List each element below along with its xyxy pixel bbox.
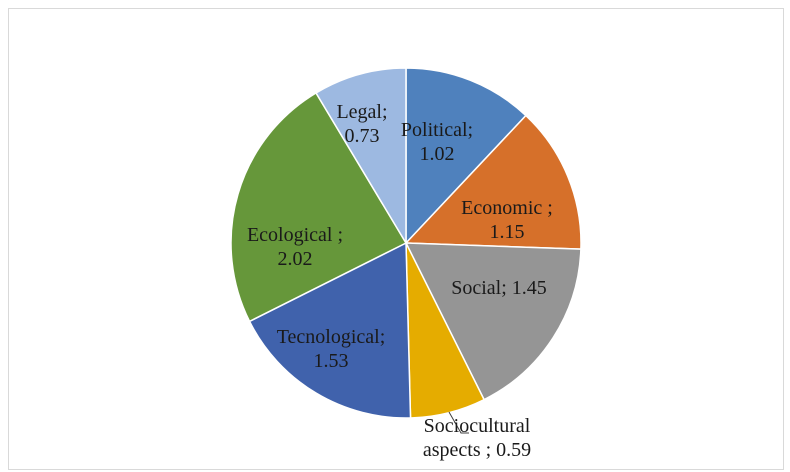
pie-slice-political (405, 67, 527, 245)
data-label-ecological: Ecological ; 2.02 (247, 224, 343, 270)
data-label-political: Political; 1.02 (401, 119, 473, 165)
leader-line-sociocultural-aspects (448, 411, 469, 434)
data-label-legal: Legal; 0.73 (336, 101, 387, 147)
data-label-tecnological: Tecnological; 1.53 (277, 326, 386, 372)
pie-chart: Political; 1.02 Economic ; 1.15 Social; 1.45… (230, 67, 582, 461)
data-label-social: Social; 1.45 (451, 277, 547, 299)
chart-area: Political; 1.02 Economic ; 1.15 Social; 1.45… (8, 8, 784, 470)
pie-slice-ecological (230, 91, 408, 323)
pie-slice-social (404, 242, 582, 401)
data-label-economic: Economic ; 1.15 (461, 197, 553, 243)
data-label-sociocultural-aspects: Sociocultural aspects ; 0.59 (423, 415, 531, 461)
pie-slice-economic (404, 114, 582, 250)
pie-slice-tecnological (248, 241, 412, 419)
pie-slice-legal (314, 67, 407, 246)
